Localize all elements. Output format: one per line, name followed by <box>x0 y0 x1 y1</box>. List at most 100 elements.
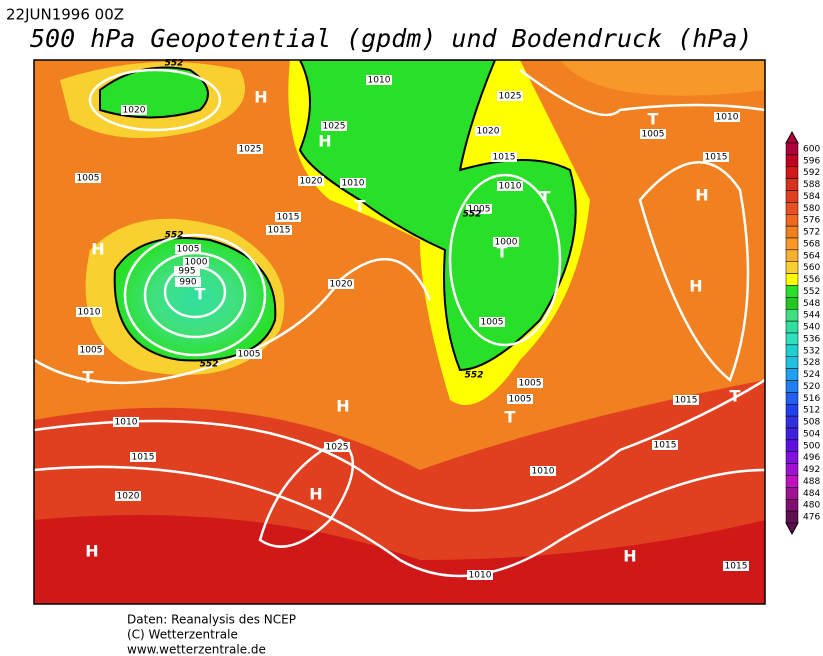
title: 500 hPa Geopotential (gpdm) und Bodendru… <box>30 24 752 53</box>
legend-label: 484 <box>803 489 820 499</box>
isobar-label: 1005 <box>642 130 665 140</box>
pressure-center: T <box>497 243 508 262</box>
isobar-label-bg <box>530 466 556 476</box>
isobar-label-bg <box>78 345 104 355</box>
legend-label: 552 <box>803 287 820 297</box>
isobar-label: 1025 <box>323 122 346 132</box>
isobar-label: 1010 <box>342 179 365 189</box>
legend-swatch <box>785 320 799 334</box>
contour-label: 552 <box>463 210 482 220</box>
isobar-label: 1025 <box>239 145 262 155</box>
contour-label: 552 <box>200 360 219 370</box>
legend-swatch <box>785 261 799 274</box>
isobar-label-bg <box>507 394 533 404</box>
isobar-label: 1015 <box>725 562 748 572</box>
legend-arrow <box>785 522 799 536</box>
legend-swatch <box>785 510 799 524</box>
isobar-label-bg <box>298 176 324 186</box>
legend-swatch <box>785 463 799 476</box>
isobar-label-bg <box>723 561 749 571</box>
legend-swatch <box>785 404 799 417</box>
isobar-label: 1020 <box>330 280 353 290</box>
legend-label: 504 <box>803 429 820 439</box>
isobar-label-bg <box>491 152 517 162</box>
legend-label: 588 <box>803 180 820 190</box>
pressure-center: H <box>309 485 322 504</box>
isobar-label: 1010 <box>368 76 391 86</box>
legend-label: 584 <box>803 192 820 202</box>
legend-swatch <box>785 332 799 346</box>
isobar-label-bg <box>121 105 147 115</box>
pressure-center: H <box>689 277 702 296</box>
isobar-label-bg <box>324 442 350 452</box>
pressure-center: T <box>355 197 366 216</box>
pressure-center: H <box>336 397 349 416</box>
isobar-label-bg <box>340 178 366 188</box>
contour-label: 552 <box>165 59 184 69</box>
isobar-label: 1010 <box>499 182 522 192</box>
legend-label: 500 <box>803 441 820 451</box>
isobar-label-bg <box>714 112 740 122</box>
footer-line: (C) Wetterzentrale <box>127 628 238 642</box>
isobar-label: 1010 <box>115 418 138 428</box>
isobar-label-bg <box>652 440 678 450</box>
legend-label: 536 <box>803 334 820 344</box>
legend-label: 488 <box>803 477 820 487</box>
isobar-label-bg <box>275 212 301 222</box>
isobar-label: 1005 <box>468 205 491 215</box>
isobar-label-bg <box>76 307 102 317</box>
isobar-label: 1015 <box>277 213 300 223</box>
isobar-label-bg <box>517 378 543 388</box>
legend-swatch <box>785 344 799 357</box>
contour-label: 552 <box>465 371 484 381</box>
legend-swatch <box>785 368 799 381</box>
isobar-label-bg <box>236 349 262 359</box>
legend-label: 540 <box>803 323 820 333</box>
isobar-label-bg <box>75 173 101 183</box>
legend-label: 572 <box>803 228 820 238</box>
legend-swatch <box>785 273 799 286</box>
footer-line: www.wetterzentrale.de <box>127 643 266 656</box>
legend-swatch <box>785 237 799 251</box>
pressure-center: T <box>730 387 741 406</box>
isobar-label-bg <box>479 317 505 327</box>
isobar-label-bg <box>328 279 354 289</box>
legend-swatch <box>785 190 799 203</box>
isobar-label: 1000 <box>495 238 518 248</box>
isobar-label: 1005 <box>509 395 532 405</box>
legend-swatch <box>785 392 799 405</box>
isobar-label-bg <box>175 277 201 287</box>
legend-label: 528 <box>803 358 820 368</box>
legend-label: 532 <box>803 346 820 356</box>
legend-label: 600 <box>803 144 820 154</box>
legend-swatch <box>785 451 799 464</box>
pressure-center: T <box>83 368 94 387</box>
isobar-label-bg <box>174 266 200 276</box>
isobar-label: 1015 <box>132 453 155 463</box>
legend-label: 512 <box>803 406 820 416</box>
isobar-label: 1025 <box>326 443 349 453</box>
legend-label: 576 <box>803 216 820 226</box>
isobar-label: 995 <box>178 267 195 277</box>
legend-label: 524 <box>803 370 820 380</box>
legend-label: 548 <box>803 299 820 309</box>
isobar-label-bg <box>183 257 209 267</box>
legend-swatch <box>785 380 799 393</box>
legend-swatch <box>785 487 799 500</box>
legend-swatch <box>785 356 799 369</box>
legend-swatch <box>785 214 799 227</box>
legend-label: 496 <box>803 453 820 463</box>
pressure-center: T <box>505 408 516 427</box>
legend-label: 516 <box>803 394 820 404</box>
legend-swatch <box>785 297 799 310</box>
isobar-label: 1005 <box>77 174 100 184</box>
legend-label: 568 <box>803 239 820 249</box>
legend-swatch <box>785 439 799 452</box>
legend-swatch <box>785 166 799 179</box>
isobar-label: 1025 <box>499 92 522 102</box>
isobar-label-bg <box>493 237 519 247</box>
legend-swatch <box>785 475 799 488</box>
isobar-label-bg <box>266 225 292 235</box>
legend-swatch <box>785 309 799 322</box>
